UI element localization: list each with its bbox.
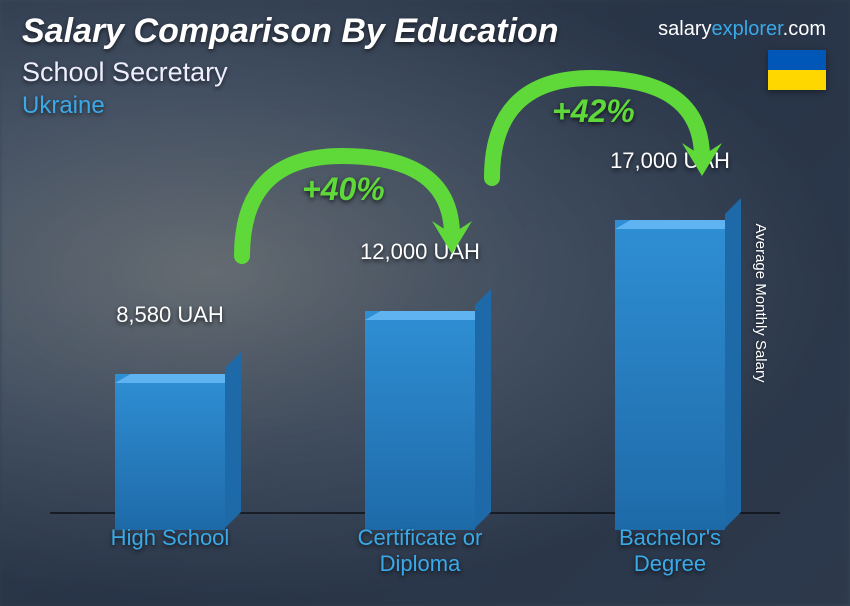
bar-front-face <box>115 374 225 530</box>
y-axis-label: Average Monthly Salary <box>752 224 769 383</box>
bar-top-face <box>615 220 741 229</box>
bar-top-face <box>365 311 491 320</box>
bar <box>115 356 225 512</box>
bar-front-face <box>365 311 475 530</box>
percentage-increase-label: +40% <box>302 171 385 208</box>
bar <box>365 293 475 512</box>
category-label: Certificate orDiploma <box>358 525 483 576</box>
bar <box>615 202 725 512</box>
flag-top-stripe <box>768 50 826 70</box>
brand-prefix: salary <box>658 18 711 40</box>
bar-front-face <box>615 220 725 530</box>
flag-bottom-stripe <box>768 70 826 90</box>
bar-side-face <box>225 352 241 528</box>
bar-side-face <box>725 198 741 528</box>
value-label: 8,580 UAH <box>116 302 224 328</box>
brand-suffix: .com <box>783 18 826 40</box>
category-label: High School <box>111 525 230 576</box>
country-label: Ukraine <box>22 92 828 120</box>
category-label: Bachelor'sDegree <box>619 525 721 576</box>
brand-mid: explorer <box>712 18 783 40</box>
bar-side-face <box>475 289 491 528</box>
bar-top-face <box>115 374 241 383</box>
page-subtitle: School Secretary <box>22 57 828 88</box>
brand-logo-text: salaryexplorer.com <box>658 18 826 41</box>
bar-chart: 8,580 UAHHigh School 12,000 UAHCertifica… <box>40 130 790 576</box>
country-flag-icon <box>768 50 826 90</box>
